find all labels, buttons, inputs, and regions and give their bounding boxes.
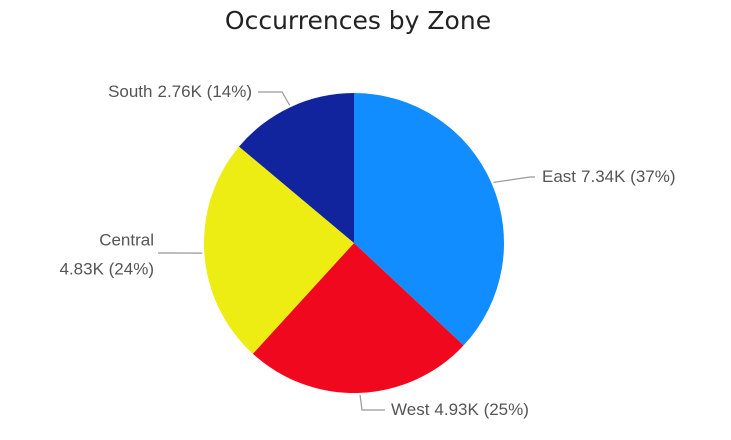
- leader-line: [258, 91, 291, 106]
- slice-category: Central: [99, 230, 154, 249]
- pie-slice: [252, 243, 464, 393]
- slice-value-label: 2.76K (14%): [158, 82, 253, 101]
- pie-slice: [203, 146, 354, 354]
- leader-line: [359, 394, 385, 411]
- leader-line: [493, 176, 535, 184]
- slice-value-label: 4.93K (25%): [434, 400, 529, 419]
- chart-title: Occurrences by Zone: [225, 6, 491, 35]
- slice-category: South: [108, 82, 152, 101]
- slice-category: East: [542, 167, 576, 186]
- slice-label: West 4.93K (25%): [391, 400, 529, 419]
- pie-slice: [239, 93, 354, 243]
- slice-value-label: 7.34K (37%): [581, 167, 676, 186]
- pie-slice: [354, 93, 504, 346]
- slice-label: East 7.34K (37%): [542, 167, 676, 186]
- slice-label: South 2.76K (14%): [108, 82, 252, 101]
- slice-value-label: 4.83K (24%): [60, 259, 155, 278]
- slice-category: West: [391, 400, 430, 419]
